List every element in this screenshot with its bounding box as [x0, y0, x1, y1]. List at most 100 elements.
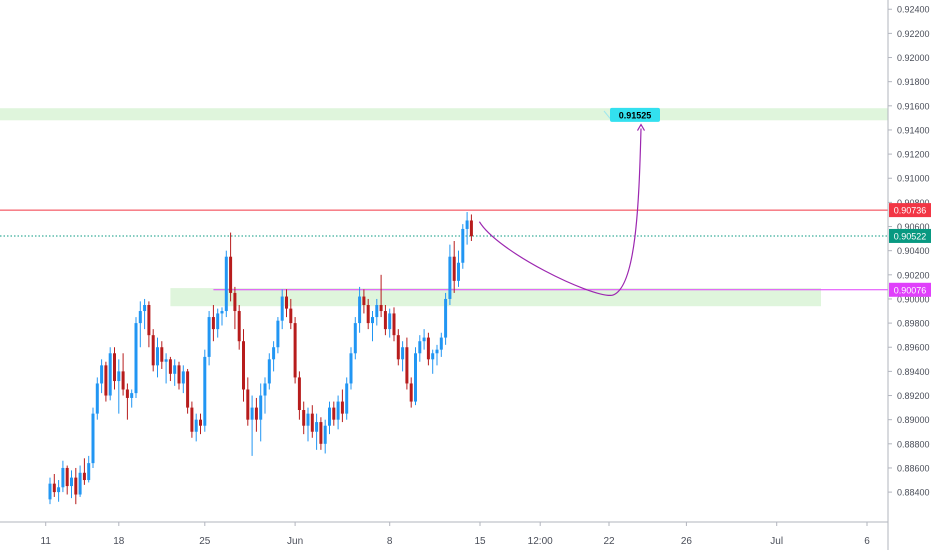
candle-body [263, 383, 267, 396]
time-tick-label: 25 [199, 536, 211, 547]
candle-body [237, 311, 241, 342]
candle-body [340, 401, 344, 414]
price-tick-label: 0.89000 [897, 415, 930, 425]
candle-body [465, 220, 469, 229]
candle-body [297, 377, 301, 411]
time-tick-label: 26 [681, 536, 693, 547]
candle-body [392, 313, 396, 336]
price-tick-label: 0.92200 [897, 29, 930, 39]
candle-body [289, 308, 293, 324]
candle-body [121, 371, 125, 390]
candle-body [457, 262, 460, 281]
candle-body [353, 323, 357, 354]
price-tick-label: 0.91400 [897, 125, 930, 135]
candle-body [138, 311, 142, 324]
candle-body [426, 337, 430, 360]
price-label-text-1: 0.90522 [894, 231, 927, 241]
candle-body [57, 487, 61, 493]
candle-body [250, 407, 254, 420]
candle-body [461, 228, 465, 263]
candle-body [254, 407, 258, 420]
candle-body [113, 353, 116, 382]
candle-body [168, 359, 172, 374]
candle-body [469, 220, 473, 237]
candle-body [345, 383, 349, 414]
price-tick-label: 0.90200 [897, 270, 930, 280]
candle-body [371, 317, 374, 324]
price-tick-label: 0.91000 [897, 174, 930, 184]
price-tick-label: 0.90400 [897, 246, 930, 256]
time-tick-label: 8 [387, 536, 393, 547]
candle-body [328, 407, 331, 426]
time-tick-label: 22 [603, 536, 615, 547]
candle-body [332, 407, 336, 420]
candle-body [315, 422, 319, 432]
candle-body [104, 365, 108, 396]
candle-body [233, 292, 237, 312]
candle-body [409, 383, 413, 402]
candle-body [220, 311, 224, 314]
time-tick-label: Jul [770, 536, 783, 547]
price-tick-label: 0.90600 [897, 222, 930, 232]
time-tick-label: 18 [113, 536, 125, 547]
candle-body [323, 425, 327, 444]
time-tick-label: Jun [287, 536, 303, 547]
candle-body [383, 311, 387, 330]
candle-body [211, 317, 215, 330]
candle-body [207, 317, 211, 357]
candle-body [362, 296, 366, 305]
price-tick-label: 0.88600 [897, 463, 930, 473]
price-tick-label: 0.91800 [897, 77, 930, 87]
candle-body [358, 296, 362, 324]
candle-body [190, 407, 194, 432]
price-tick-label: 0.89600 [897, 343, 930, 353]
candle-body [293, 323, 297, 378]
candle-body [435, 349, 439, 354]
candle-body [336, 401, 340, 420]
candle-body [396, 335, 400, 360]
candle-body [302, 410, 306, 426]
candle-body [151, 335, 155, 366]
price-tick-label: 0.92000 [897, 53, 930, 63]
candle-body [130, 393, 134, 398]
candle-body [95, 383, 99, 414]
candle-body [242, 341, 245, 390]
price-tick-label: 0.91600 [897, 101, 930, 111]
target-label-text: 0.91525 [619, 110, 652, 120]
candle-body [82, 472, 86, 481]
price-label-box-1 [889, 228, 931, 243]
candle-body [199, 419, 202, 426]
projection-arrowhead [636, 123, 646, 131]
candle-body [203, 356, 207, 426]
candle-body [173, 365, 177, 374]
candle-body [431, 353, 435, 360]
candle-body [224, 256, 228, 312]
price-labels: 0.90736 0.90522 0.90076 [889, 203, 931, 297]
price-tick-label: 0.88800 [897, 439, 930, 449]
price-axis: 0.88400 0.88600 0.88800 0.89000 0.89200 0.894… [887, 0, 930, 550]
candle-body [164, 359, 168, 362]
price-tick-label: 0.91200 [897, 150, 930, 160]
time-tick-label: 15 [474, 536, 486, 547]
candle-body [216, 313, 220, 330]
candle-body [422, 337, 426, 342]
target-label-box [610, 107, 660, 122]
time-tick-label: 6 [864, 536, 870, 547]
candlesticks [48, 212, 473, 505]
candle-body [65, 467, 69, 487]
candle-body [74, 477, 78, 495]
upper-support-zone [0, 108, 888, 121]
candle-body [259, 395, 263, 420]
candle-body [448, 256, 452, 299]
candle-body [117, 371, 121, 382]
candle-body [267, 359, 271, 384]
candle-body [439, 337, 443, 350]
price-tick-label: 0.89200 [897, 391, 930, 401]
candle-body [134, 323, 138, 394]
candle-body [272, 347, 276, 360]
candle-body [414, 353, 417, 402]
candle-body [405, 347, 409, 384]
candle-body [319, 422, 323, 444]
candle-body [156, 347, 159, 366]
